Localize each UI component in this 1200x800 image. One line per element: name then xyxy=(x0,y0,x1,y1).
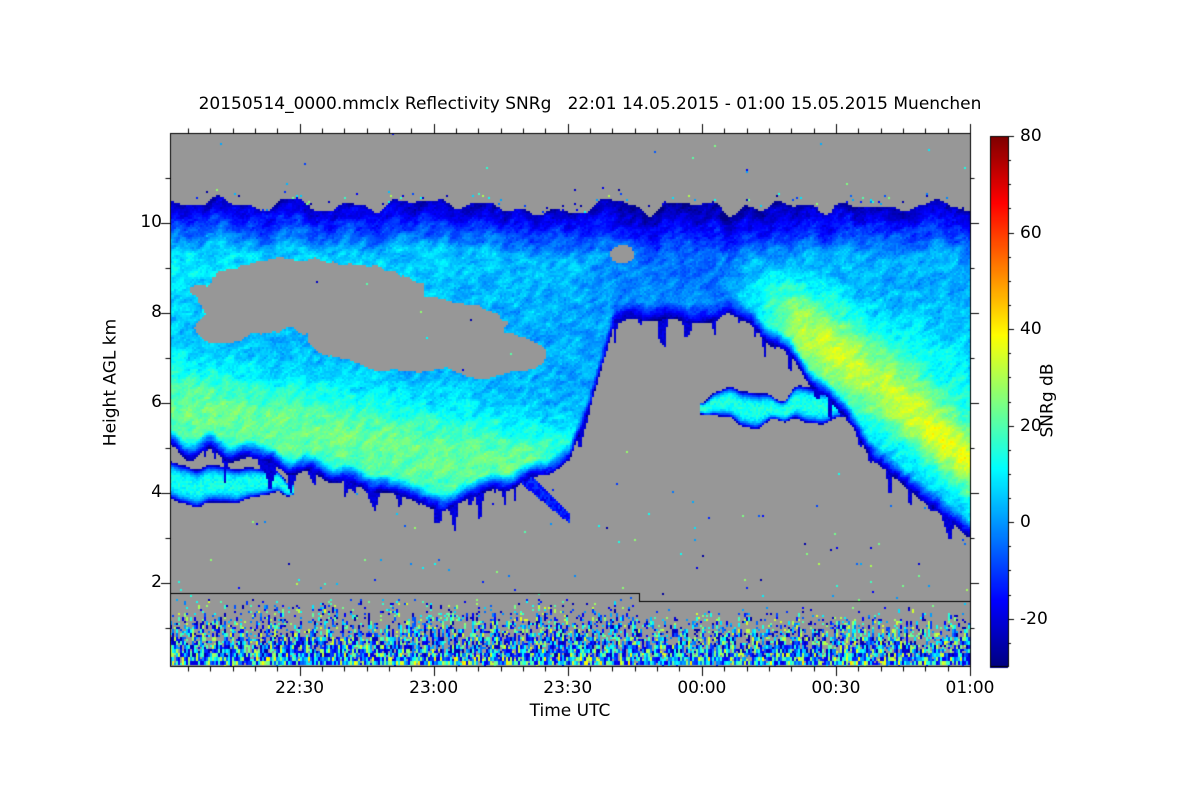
colorbar-tick-label: 80 xyxy=(1020,126,1042,146)
colorbar-tick-label: 60 xyxy=(1020,222,1042,243)
colorbar-tick-label: -20 xyxy=(1020,608,1048,629)
x-axis-label: Time UTC xyxy=(529,701,611,721)
colorbar-label: SNRg dB xyxy=(1037,363,1058,438)
x-tick-label: 22:30 xyxy=(275,678,325,698)
x-tick-label: 23:00 xyxy=(409,678,459,698)
y-axis-label: Height AGL km xyxy=(100,318,121,447)
plot-title: 20150514_0000.mmclx Reflectivity SNRg 22… xyxy=(198,94,982,114)
y-tick-label: 10 xyxy=(140,212,162,232)
colorbar-tick-label: 20 xyxy=(1020,415,1042,436)
colorbar-tick-label: 0 xyxy=(1020,512,1031,533)
y-tick-label: 6 xyxy=(151,392,162,412)
y-tick-label: 2 xyxy=(151,572,162,592)
y-tick-label: 4 xyxy=(151,482,162,502)
x-tick-label: 00:00 xyxy=(677,678,727,698)
colorbar-tick-label: 40 xyxy=(1020,319,1042,340)
x-tick-label: 01:00 xyxy=(945,678,995,698)
y-tick-label: 8 xyxy=(151,302,162,322)
x-tick-label: 00:30 xyxy=(811,678,861,698)
x-tick-label: 23:30 xyxy=(543,678,593,698)
